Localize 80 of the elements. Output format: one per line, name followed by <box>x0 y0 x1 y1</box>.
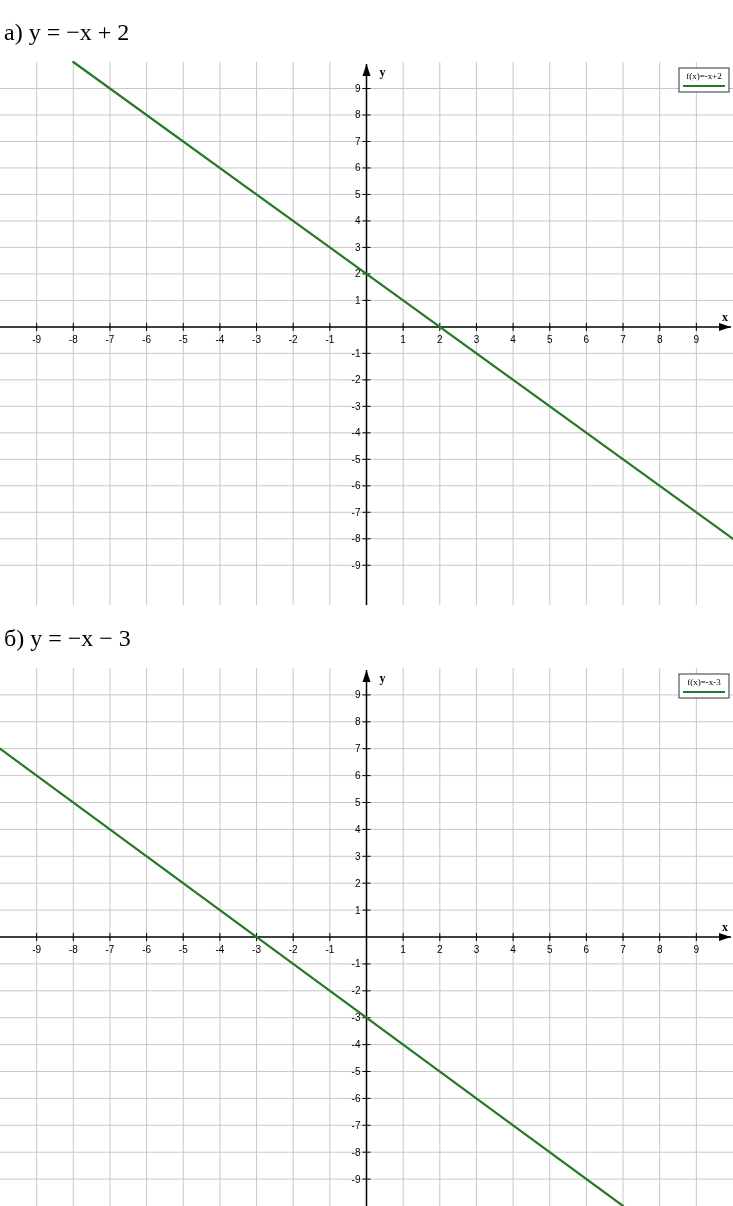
y-tick-label: -1 <box>351 958 361 970</box>
x-tick-label: -7 <box>105 333 115 345</box>
x-tick-label: -8 <box>68 333 79 345</box>
y-tick-label: -8 <box>351 533 361 545</box>
y-tick-label: 2 <box>354 268 361 280</box>
y-tick-label: 6 <box>354 770 361 782</box>
x-tick-label: -5 <box>178 944 189 955</box>
x-tick-label: -6 <box>142 944 152 955</box>
y-axis-title: y <box>379 671 386 685</box>
x-tick-label: -9 <box>32 333 42 345</box>
x-axis-title: x <box>722 309 728 324</box>
x-tick-label: 7 <box>620 333 627 345</box>
x-tick-label: -5 <box>178 333 189 345</box>
x-tick-label: 8 <box>656 944 663 955</box>
x-tick-label: 9 <box>693 944 700 955</box>
x-axis-title: x <box>722 920 728 934</box>
y-tick-label: 7 <box>354 743 361 755</box>
text: f(x)=-x-3 <box>687 677 722 687</box>
x-tick-label: 2 <box>437 944 444 955</box>
y-tick-label: 4 <box>354 823 361 835</box>
chart-title: а) y = −x + 2 <box>4 19 130 45</box>
y-tick-label: -6 <box>351 480 361 492</box>
y-tick-label: -4 <box>351 1039 361 1051</box>
y-tick-label: -2 <box>351 374 361 386</box>
y-tick-label: 4 <box>354 215 361 227</box>
x-tick-label: -7 <box>105 944 115 955</box>
x-tick-label: 2 <box>437 333 444 345</box>
y-tick-label: 9 <box>354 82 361 94</box>
chart-title: б) y = −x − 3 <box>4 625 131 651</box>
x-tick-label: 3 <box>473 333 480 345</box>
y-tick-label: 9 <box>354 689 361 701</box>
x-tick-label: -3 <box>252 944 262 955</box>
x-tick-label: -6 <box>142 333 152 345</box>
x-tick-label: 5 <box>546 944 553 955</box>
x-tick-label: 7 <box>620 944 627 955</box>
x-tick-label: -2 <box>288 333 299 345</box>
x-tick-label: -4 <box>215 944 225 955</box>
y-tick-label: -8 <box>351 1146 361 1158</box>
y-tick-label: -3 <box>351 400 361 412</box>
y-tick-label: -5 <box>351 1066 361 1077</box>
text: f(x)=-x+2 <box>686 71 722 81</box>
y-tick-label: 3 <box>354 850 361 862</box>
y-tick-label: -6 <box>351 1092 361 1104</box>
x-tick-label: -9 <box>32 944 42 955</box>
y-tick-label: 8 <box>354 716 361 728</box>
x-tick-label: 1 <box>400 944 407 955</box>
x-tick-label: 3 <box>473 944 480 955</box>
y-tick-label: 5 <box>354 188 361 200</box>
y-tick-label: -5 <box>351 453 361 465</box>
x-tick-label: -4 <box>215 333 225 345</box>
y-tick-label: -7 <box>351 506 361 518</box>
y-axis-title: y <box>379 65 386 79</box>
y-tick-label: -9 <box>351 1173 361 1185</box>
x-tick-label: 1 <box>400 333 407 345</box>
y-tick-label: 2 <box>354 877 361 889</box>
y-tick-label: -9 <box>351 559 361 571</box>
y-tick-label: -1 <box>351 347 361 359</box>
y-tick-label: 8 <box>354 109 361 121</box>
x-tick-label: -1 <box>325 944 335 955</box>
y-tick-label: -7 <box>351 1119 361 1131</box>
x-tick-label: 9 <box>693 333 700 345</box>
x-tick-label: 8 <box>656 333 663 345</box>
y-tick-label: -4 <box>351 427 361 439</box>
y-tick-label: 6 <box>354 162 361 174</box>
x-tick-label: 6 <box>583 944 590 955</box>
y-tick-label: 1 <box>354 294 361 306</box>
y-tick-label: -3 <box>351 1012 361 1024</box>
x-tick-label: 4 <box>510 333 517 345</box>
x-tick-label: -8 <box>68 944 79 955</box>
x-tick-label: 4 <box>510 944 517 955</box>
x-tick-label: 5 <box>546 333 553 345</box>
y-tick-label: 7 <box>354 135 361 147</box>
x-tick-label: -3 <box>252 333 262 345</box>
y-tick-label: 1 <box>354 904 361 916</box>
x-tick-label: 6 <box>583 333 590 345</box>
x-tick-label: -1 <box>325 333 335 345</box>
y-tick-label: 5 <box>354 797 361 808</box>
x-tick-label: -2 <box>288 944 299 955</box>
y-tick-label: -2 <box>351 985 361 997</box>
y-tick-label: 3 <box>354 241 361 253</box>
